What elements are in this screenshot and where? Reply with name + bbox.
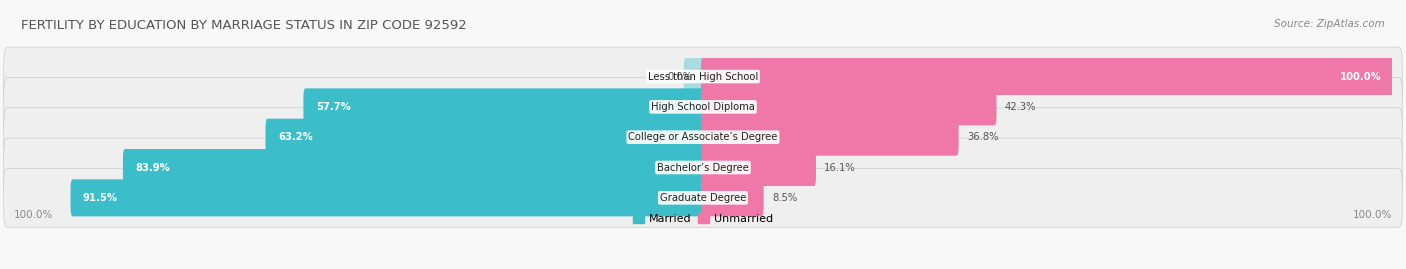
FancyBboxPatch shape	[702, 119, 959, 156]
Text: 42.3%: 42.3%	[1005, 102, 1036, 112]
Text: Less than High School: Less than High School	[648, 72, 758, 82]
Legend: Married, Unmarried: Married, Unmarried	[628, 209, 778, 228]
Text: High School Diploma: High School Diploma	[651, 102, 755, 112]
FancyBboxPatch shape	[702, 58, 1393, 95]
FancyBboxPatch shape	[4, 47, 1402, 106]
Text: Bachelor’s Degree: Bachelor’s Degree	[657, 162, 749, 172]
Text: 100.0%: 100.0%	[1340, 72, 1382, 82]
Text: College or Associate’s Degree: College or Associate’s Degree	[628, 132, 778, 142]
Text: 91.5%: 91.5%	[83, 193, 118, 203]
FancyBboxPatch shape	[4, 168, 1402, 227]
FancyBboxPatch shape	[122, 149, 704, 186]
FancyBboxPatch shape	[4, 138, 1402, 197]
FancyBboxPatch shape	[70, 179, 704, 216]
FancyBboxPatch shape	[4, 77, 1402, 136]
Text: FERTILITY BY EDUCATION BY MARRIAGE STATUS IN ZIP CODE 92592: FERTILITY BY EDUCATION BY MARRIAGE STATU…	[21, 19, 467, 32]
Text: 16.1%: 16.1%	[824, 162, 856, 172]
Text: 36.8%: 36.8%	[967, 132, 998, 142]
FancyBboxPatch shape	[683, 58, 704, 95]
FancyBboxPatch shape	[304, 89, 704, 125]
FancyBboxPatch shape	[266, 119, 704, 156]
FancyBboxPatch shape	[702, 149, 815, 186]
Text: 8.5%: 8.5%	[772, 193, 797, 203]
Text: 83.9%: 83.9%	[135, 162, 170, 172]
Text: 63.2%: 63.2%	[278, 132, 312, 142]
FancyBboxPatch shape	[702, 89, 997, 125]
Text: 100.0%: 100.0%	[14, 210, 53, 220]
Text: 0.0%: 0.0%	[668, 72, 693, 82]
Text: 57.7%: 57.7%	[316, 102, 350, 112]
Text: Graduate Degree: Graduate Degree	[659, 193, 747, 203]
Text: Source: ZipAtlas.com: Source: ZipAtlas.com	[1274, 19, 1385, 29]
Text: 100.0%: 100.0%	[1353, 210, 1392, 220]
FancyBboxPatch shape	[702, 179, 763, 216]
FancyBboxPatch shape	[4, 108, 1402, 167]
